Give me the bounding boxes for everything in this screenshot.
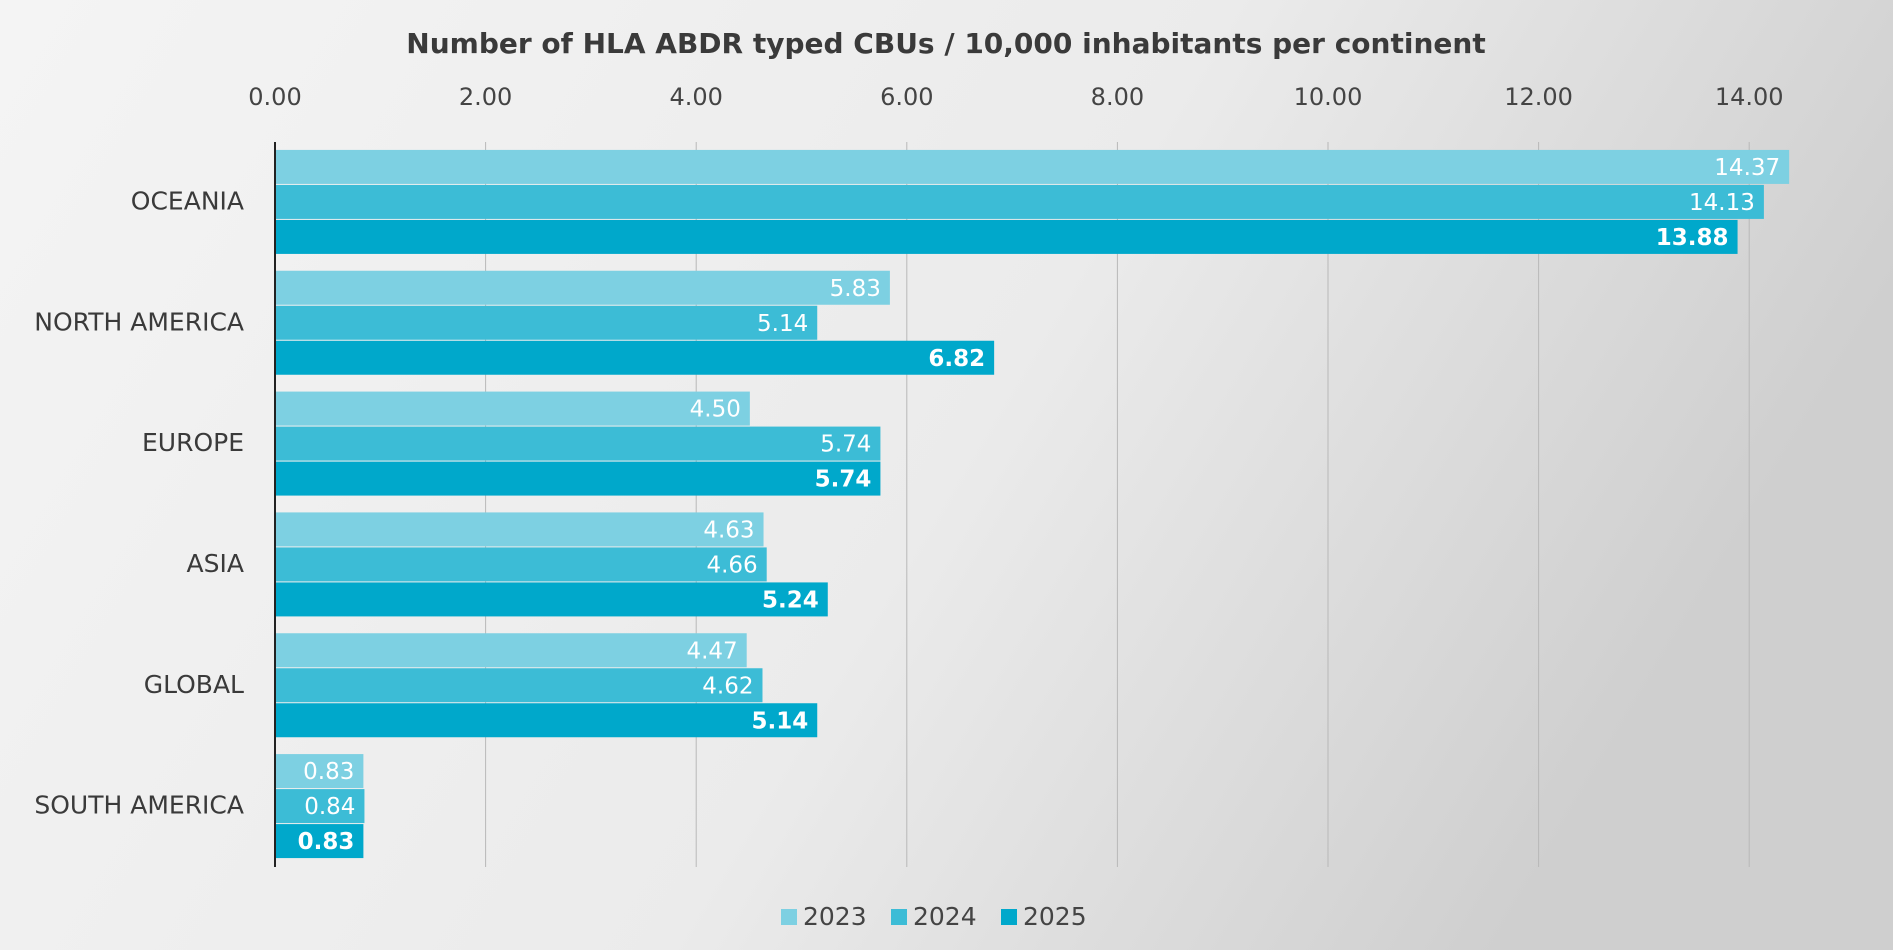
bar <box>276 547 767 582</box>
bar <box>276 789 365 824</box>
value-label: 5.24 <box>762 587 819 613</box>
legend-label: 2023 <box>803 902 867 931</box>
bar <box>276 824 364 859</box>
bar <box>276 219 1738 254</box>
legend-swatch <box>891 909 907 925</box>
bar <box>276 668 763 703</box>
bar <box>276 512 764 547</box>
value-label: 0.84 <box>304 794 355 820</box>
value-label: 13.88 <box>1656 225 1729 251</box>
value-label: 0.83 <box>303 759 354 785</box>
category-label: SOUTH AMERICA <box>34 791 244 820</box>
bar <box>276 305 818 340</box>
category-label: ASIA <box>187 549 244 578</box>
value-label: 5.74 <box>815 467 872 493</box>
legend-swatch <box>781 909 797 925</box>
x-tick-label: 2.00 <box>459 83 512 111</box>
bar <box>276 426 881 461</box>
value-label: 5.74 <box>820 432 871 458</box>
bar <box>276 149 1790 184</box>
legend-label: 2025 <box>1023 902 1087 931</box>
value-label: 4.50 <box>690 397 741 423</box>
category-label: GLOBAL <box>144 670 244 699</box>
bar <box>276 633 747 668</box>
bar <box>276 582 828 617</box>
value-label: 14.13 <box>1689 190 1755 216</box>
bar <box>276 391 750 426</box>
x-tick-label: 0.00 <box>248 83 301 111</box>
x-tick-label: 14.00 <box>1715 83 1784 111</box>
category-label: EUROPE <box>142 428 244 457</box>
value-label: 4.66 <box>706 552 757 578</box>
category-label: OCEANIA <box>131 186 244 215</box>
x-tick-label: 8.00 <box>1091 83 1144 111</box>
chart-title: Number of HLA ABDR typed CBUs / 10,000 i… <box>406 27 1485 60</box>
legend-swatch <box>1001 909 1017 925</box>
x-tick-label: 4.00 <box>669 83 722 111</box>
bar <box>276 461 881 496</box>
bar <box>276 184 1764 219</box>
value-label: 4.63 <box>703 517 754 543</box>
bar <box>276 703 818 738</box>
value-label: 4.47 <box>686 638 737 664</box>
x-tick-label: 10.00 <box>1294 83 1363 111</box>
value-label: 4.62 <box>702 673 753 699</box>
value-label: 14.37 <box>1714 155 1780 181</box>
legend-label: 2024 <box>913 902 977 931</box>
bar <box>276 340 995 375</box>
value-label: 5.83 <box>830 276 881 302</box>
x-tick-label: 6.00 <box>880 83 933 111</box>
value-label: 5.14 <box>751 708 808 734</box>
bar <box>276 270 890 305</box>
x-tick-label: 12.00 <box>1504 83 1573 111</box>
value-label: 0.83 <box>298 829 355 855</box>
category-label: NORTH AMERICA <box>34 307 244 336</box>
value-label: 6.82 <box>928 346 985 372</box>
bar <box>276 754 364 789</box>
value-label: 5.14 <box>757 311 808 337</box>
